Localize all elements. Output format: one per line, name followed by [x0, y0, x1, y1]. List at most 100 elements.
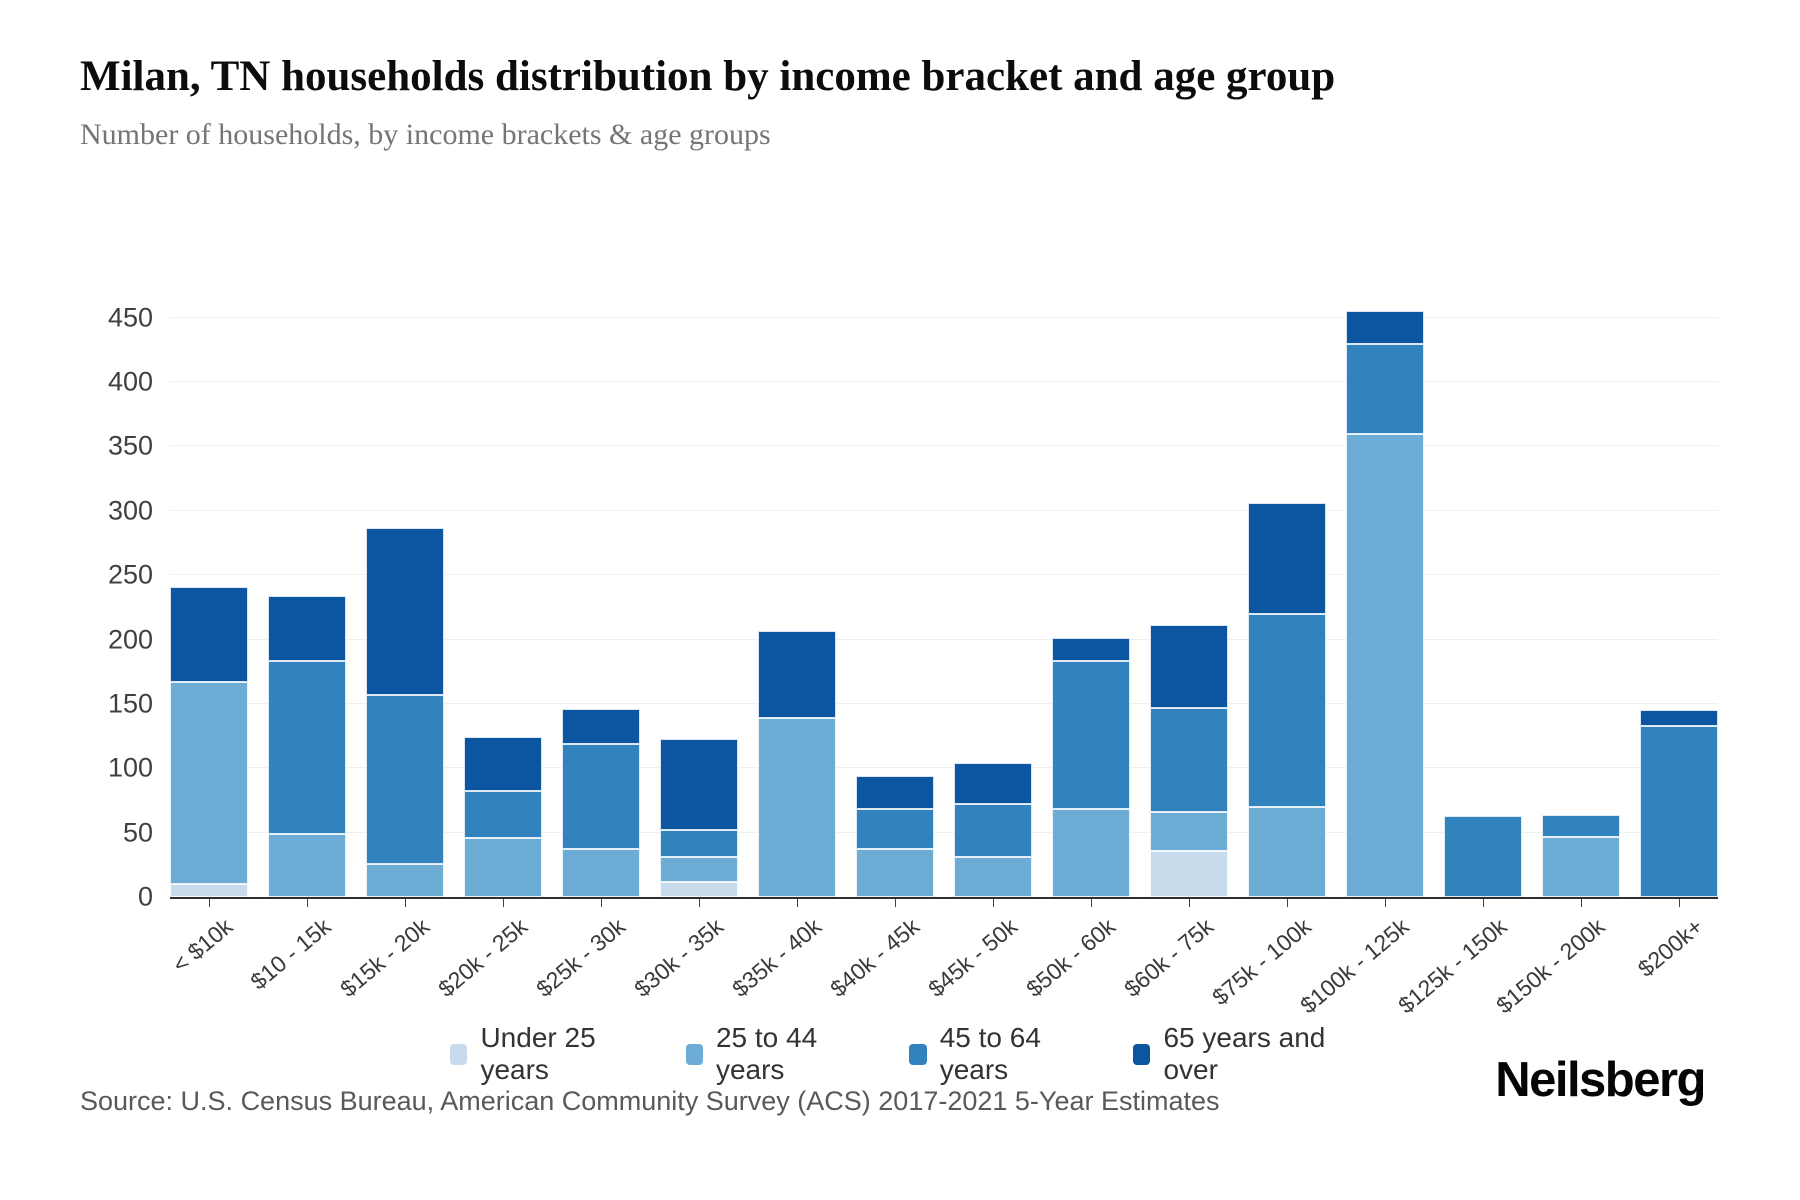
bar-group: $60k - 75k [1119, 292, 1228, 1002]
x-axis-label: $50k - 60k [1020, 913, 1120, 1002]
bar-segment [856, 776, 934, 810]
gridline [170, 574, 1718, 576]
legend-item[interactable]: 65 years and over [1133, 1022, 1350, 1086]
bar-segment [562, 709, 640, 744]
x-axis-label: $35k - 40k [726, 913, 826, 1002]
bar-group: $15k - 20k [335, 292, 444, 1002]
bar-segment [268, 833, 346, 897]
x-axis-tick [1581, 899, 1582, 907]
bar-segment [170, 682, 248, 885]
x-axis-tick [503, 899, 504, 907]
legend-label: 45 to 64 years [939, 1022, 1041, 1085]
x-axis-label: $10 - 15k [245, 913, 336, 995]
bar-segment [1150, 850, 1228, 897]
y-axis-label: 100 [107, 752, 153, 783]
x-axis-tick [993, 899, 994, 907]
bar-segment [660, 830, 738, 858]
legend-item[interactable]: 25 to 44 years [685, 1022, 864, 1086]
bar-segment [758, 718, 836, 897]
bar-group: $30k - 35k [629, 292, 738, 1002]
chart-title: Milan, TN households distribution by inc… [80, 53, 1336, 100]
brand-logo: Neilsberg [1495, 1053, 1706, 1107]
bar-group: $10 - 15k [246, 292, 346, 995]
x-axis-label: $25k - 30k [530, 913, 630, 1002]
gridline [170, 316, 1718, 318]
gridline [170, 638, 1718, 640]
gridline [170, 381, 1718, 383]
bar-group: $100k - 125k [1295, 292, 1424, 1018]
bar-segment [464, 791, 542, 838]
x-axis-label: $15k - 20k [334, 913, 434, 1002]
bar-group: $125k - 150k [1393, 292, 1522, 1018]
x-axis-tick [209, 899, 210, 907]
bar-segment [1248, 806, 1326, 897]
y-axis-label: 350 [107, 430, 153, 461]
y-axis-label: 200 [107, 624, 153, 655]
x-axis-tick [1483, 899, 1484, 907]
bar-group: $35k - 40k [727, 292, 836, 1002]
x-axis-label: $45k - 50k [922, 913, 1022, 1002]
bar-segment [856, 849, 934, 897]
bar-segment [1346, 311, 1424, 344]
x-axis-label: $60k - 75k [1118, 913, 1218, 1002]
legend-label: Under 25 years [480, 1022, 596, 1085]
y-axis-label: 50 [122, 817, 153, 848]
gridline [170, 445, 1718, 447]
bar-segment [1248, 503, 1326, 614]
y-axis-label: 400 [107, 366, 153, 397]
legend-label: 25 to 44 years [715, 1022, 818, 1085]
bar-segment [1542, 836, 1620, 897]
bar-group: $150k - 200k [1491, 292, 1620, 1018]
x-axis-label: < $10k [167, 913, 238, 978]
bar-segment [1640, 710, 1718, 726]
legend-swatch-icon [909, 1043, 927, 1065]
y-axis-label: 300 [107, 495, 153, 526]
y-axis-label: 150 [107, 688, 153, 719]
x-axis-tick [895, 899, 896, 907]
legend-swatch-icon [450, 1043, 468, 1065]
bar-group: $45k - 50k [923, 292, 1032, 1002]
x-axis-tick [307, 899, 308, 907]
x-axis-tick [699, 899, 700, 907]
x-axis-label: $40k - 45k [824, 913, 924, 1002]
bar-group: < $10k [168, 292, 248, 978]
legend-item[interactable]: 45 to 64 years [909, 1022, 1087, 1086]
bar-segment [758, 630, 836, 719]
bar-segment [856, 809, 934, 850]
bar-segment [954, 857, 1032, 897]
bar-segment [1444, 815, 1522, 897]
bar-group: $40k - 45k [825, 292, 934, 1002]
bar-segment [954, 763, 1032, 805]
y-axis-label: 450 [107, 302, 153, 333]
legend-item[interactable]: Under 25 years [450, 1022, 640, 1086]
bar-segment [268, 595, 346, 662]
bar-segment [1346, 433, 1424, 897]
x-axis-tick [1679, 899, 1680, 907]
bar-group: $50k - 60k [1021, 292, 1130, 1002]
bar-segment [1052, 638, 1130, 662]
bar-segment [170, 884, 248, 897]
gridline [170, 767, 1718, 769]
bar-segment [1248, 613, 1326, 807]
bar-segment [1052, 661, 1130, 810]
x-axis-label: $20k - 25k [432, 913, 532, 1002]
x-axis-tick [1287, 899, 1288, 907]
bar-segment [660, 738, 738, 831]
bar-segment [170, 586, 248, 683]
x-axis-tick [1091, 899, 1092, 907]
bar-group: $20k - 25k [433, 292, 542, 1002]
y-axis-label: 0 [137, 881, 153, 912]
bar-segment [1640, 725, 1718, 897]
bar-segment [268, 661, 346, 834]
bar-segment [464, 737, 542, 792]
x-axis-tick [797, 899, 798, 907]
y-axis-label: 250 [107, 559, 153, 590]
bar-segment [954, 804, 1032, 858]
x-axis-tick [405, 899, 406, 907]
x-axis-tick [1385, 899, 1386, 907]
bar-segment [562, 743, 640, 850]
legend-swatch-icon [1133, 1043, 1151, 1065]
bar-segment [1052, 809, 1130, 897]
bar-group: $75k - 100k [1207, 292, 1326, 1010]
